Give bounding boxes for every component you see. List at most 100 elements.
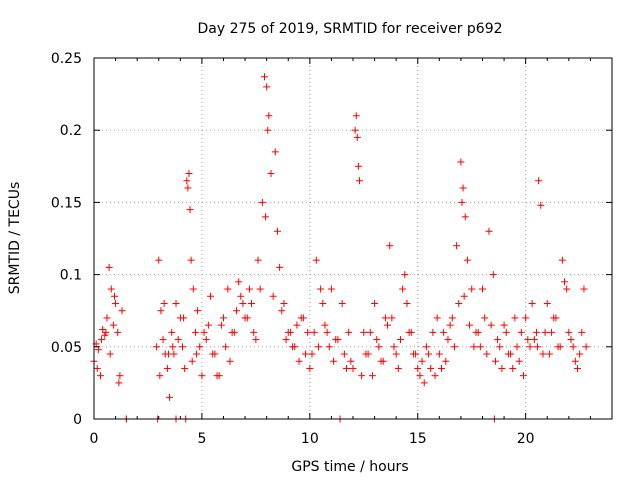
data-point	[530, 336, 538, 344]
data-point	[425, 350, 433, 358]
axis-ticks	[93, 57, 613, 420]
y-tick-label: 0.1	[60, 268, 82, 284]
grid-lines	[94, 58, 612, 419]
data-point	[323, 328, 331, 336]
data-point	[258, 198, 266, 206]
data-point	[548, 328, 556, 336]
data-point	[392, 350, 400, 358]
data-point	[545, 350, 553, 358]
data-point	[440, 328, 448, 336]
data-point	[112, 299, 120, 307]
x-tick-label: 20	[517, 431, 535, 447]
data-point	[166, 393, 174, 401]
data-point	[111, 292, 119, 300]
data-point	[526, 343, 534, 351]
data-point	[563, 285, 571, 293]
data-point	[420, 379, 428, 387]
data-point	[463, 256, 471, 264]
data-point	[373, 336, 381, 344]
data-point	[107, 285, 115, 293]
data-point	[381, 314, 389, 322]
data-point	[169, 343, 177, 351]
data-point	[153, 343, 161, 351]
data-point	[191, 328, 199, 336]
data-point	[349, 364, 357, 372]
data-point	[390, 343, 398, 351]
data-point	[189, 285, 197, 293]
data-point	[522, 314, 530, 322]
data-point	[552, 314, 560, 322]
data-point	[198, 372, 206, 380]
data-point	[435, 350, 443, 358]
data-point	[252, 336, 260, 344]
data-point	[399, 285, 407, 293]
data-point	[487, 321, 495, 329]
data-point	[103, 314, 111, 322]
data-point	[271, 148, 279, 156]
data-point	[99, 325, 107, 333]
x-tick-label: 10	[301, 431, 319, 447]
data-point	[174, 336, 182, 344]
data-point	[310, 328, 318, 336]
data-point	[576, 350, 584, 358]
data-point	[226, 357, 234, 365]
data-point	[396, 336, 404, 344]
data-point	[172, 299, 180, 307]
data-point	[209, 350, 217, 358]
data-point	[578, 328, 586, 336]
tick-labels: 0 0.05 0.1 0.15 0.2 0.25 0 5 10 15 20	[51, 51, 535, 447]
data-point	[403, 299, 411, 307]
data-point	[304, 328, 312, 336]
data-point	[500, 321, 508, 329]
data-point	[289, 343, 297, 351]
data-point	[556, 343, 564, 351]
y-axis-label: SRMTID / TECUs	[7, 182, 23, 295]
data-point	[302, 350, 310, 358]
data-point	[561, 278, 569, 286]
data-point	[116, 372, 124, 380]
data-point	[476, 343, 484, 351]
data-point	[193, 350, 201, 358]
data-point	[580, 285, 588, 293]
data-point	[248, 299, 256, 307]
data-point	[353, 133, 361, 141]
x-tick-label: 15	[409, 431, 427, 447]
x-tick-label: 0	[90, 431, 99, 447]
data-point	[332, 336, 340, 344]
data-point	[354, 162, 362, 170]
data-point	[340, 350, 348, 358]
data-point	[433, 314, 441, 322]
data-point	[245, 285, 253, 293]
data-point	[269, 292, 277, 300]
data-point	[306, 364, 314, 372]
data-point	[319, 299, 327, 307]
data-point	[256, 285, 264, 293]
data-point	[509, 364, 517, 372]
data-point	[163, 364, 171, 372]
data-point	[368, 372, 376, 380]
data-point	[213, 372, 221, 380]
data-point	[470, 343, 478, 351]
data-point	[200, 328, 208, 336]
data-point	[267, 170, 275, 178]
data-point	[498, 364, 506, 372]
data-point	[401, 271, 409, 279]
data-point	[188, 357, 196, 365]
data-point	[375, 343, 383, 351]
data-point	[343, 364, 351, 372]
data-point	[156, 372, 164, 380]
data-point	[106, 350, 114, 358]
data-point	[230, 328, 238, 336]
data-point	[187, 256, 195, 264]
x-tick-label: 5	[197, 431, 206, 447]
data-point	[280, 299, 288, 307]
data-point	[479, 285, 486, 293]
data-point	[418, 357, 426, 365]
data-point	[388, 314, 396, 322]
data-point	[573, 364, 581, 372]
data-point	[321, 321, 329, 329]
data-point	[181, 364, 189, 372]
data-point	[312, 256, 320, 264]
data-point	[102, 328, 110, 336]
data-point	[202, 336, 210, 344]
